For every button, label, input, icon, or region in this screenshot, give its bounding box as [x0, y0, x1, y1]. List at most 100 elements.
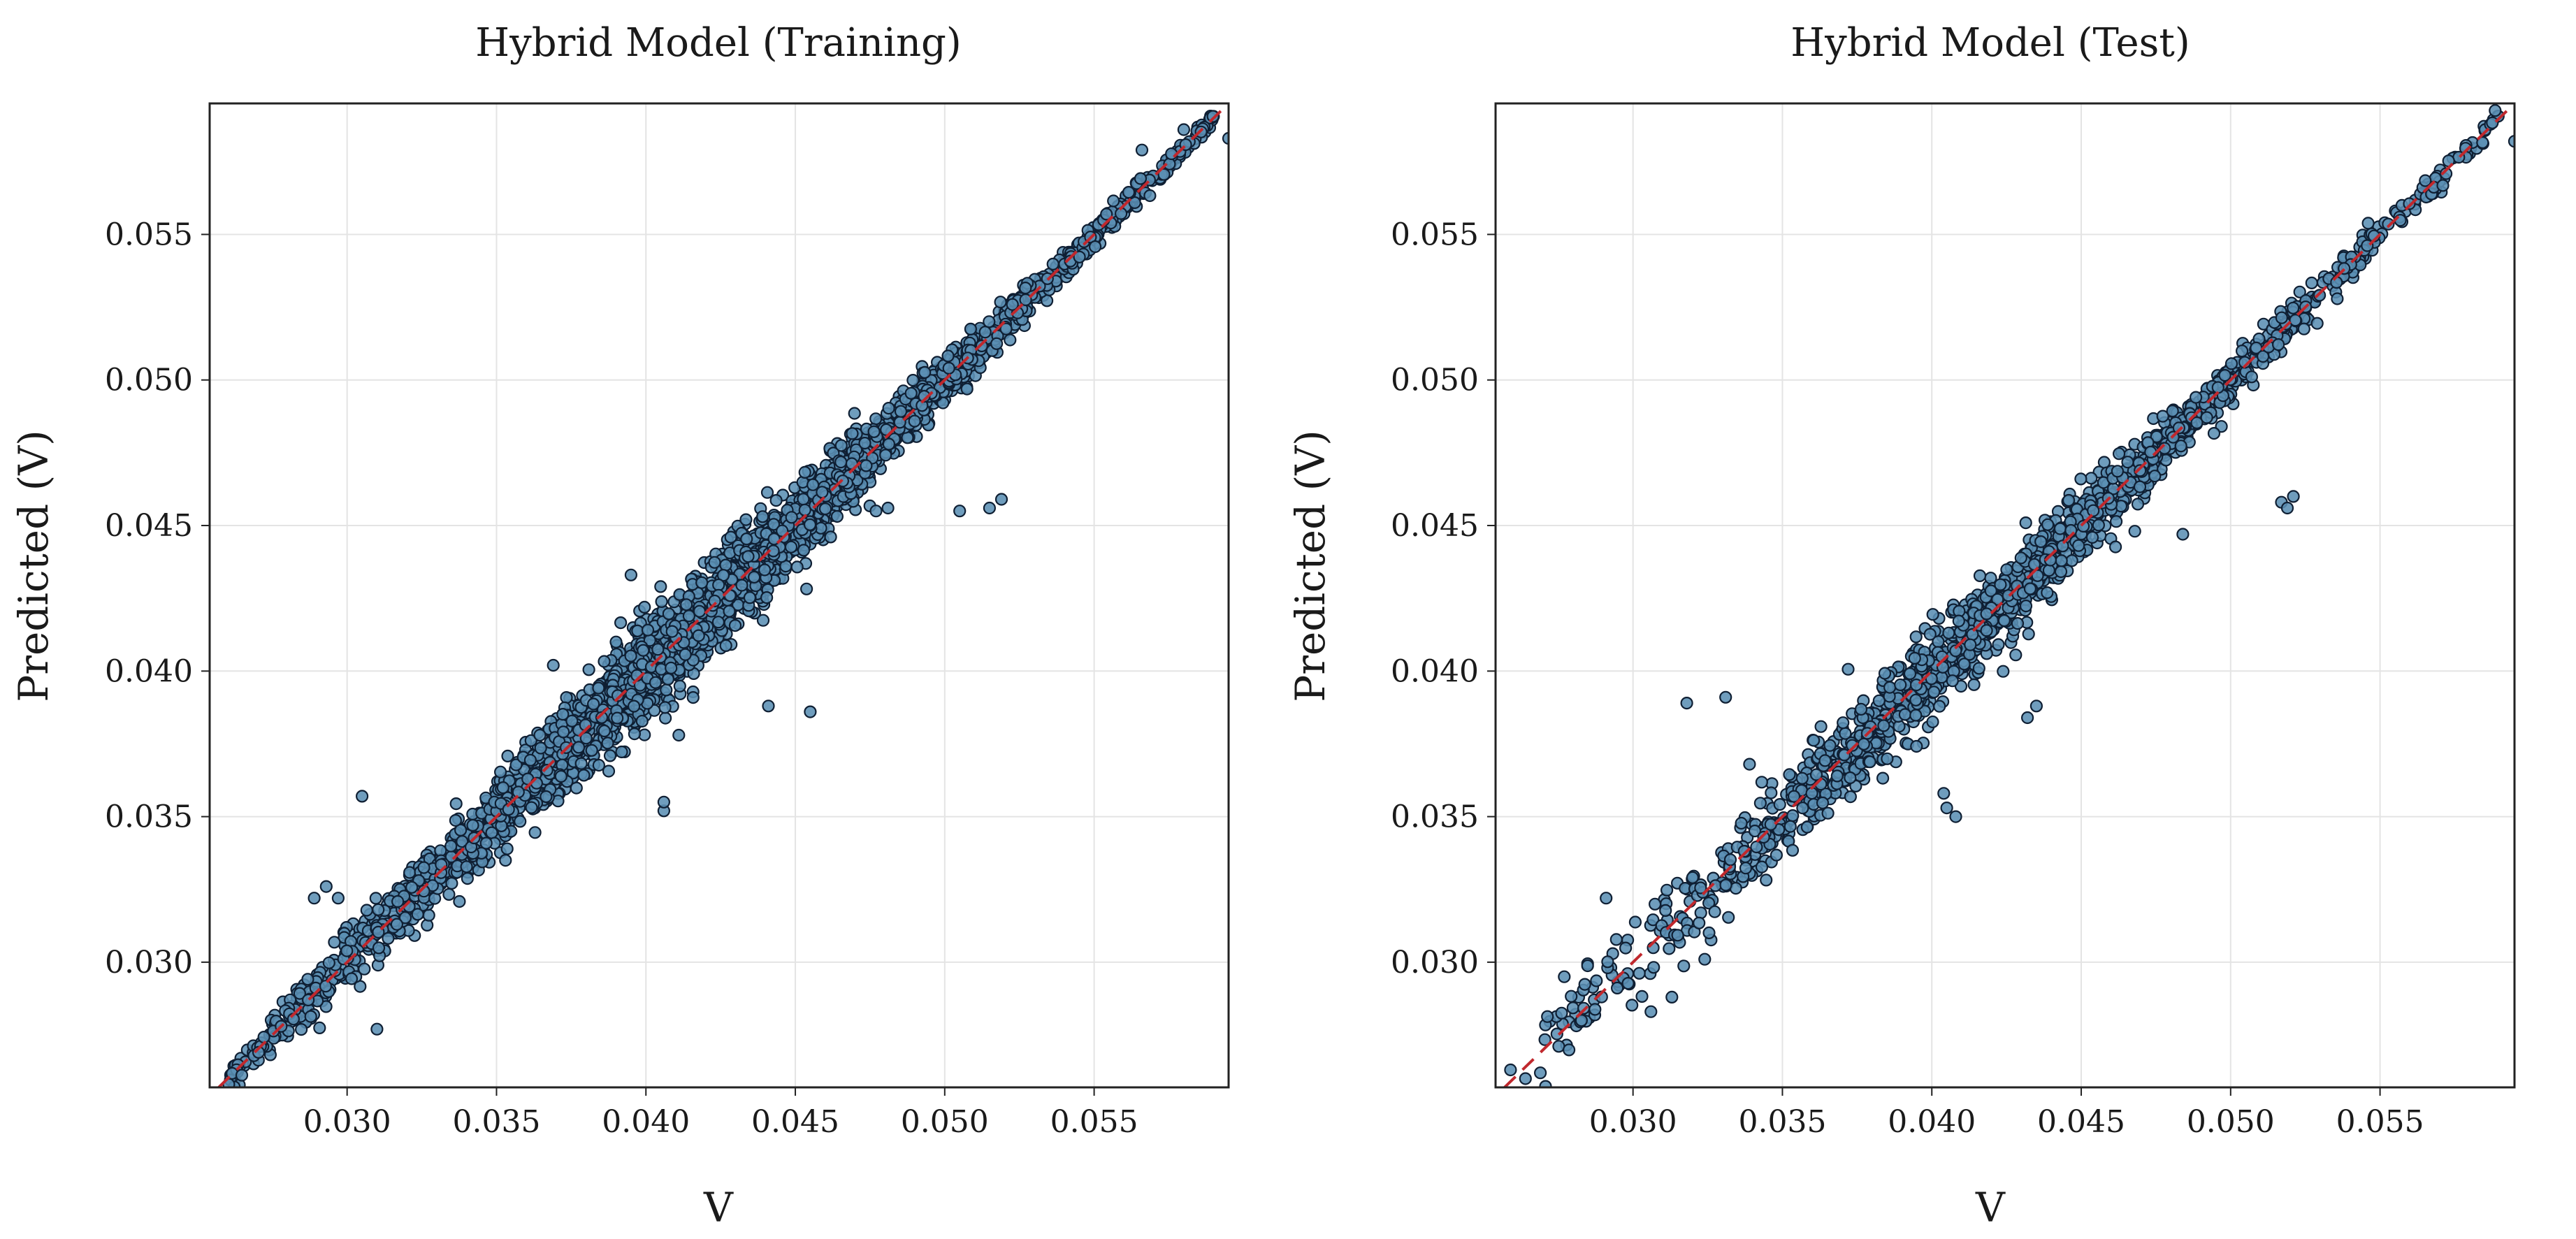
test-point — [2476, 136, 2489, 149]
training-point — [785, 511, 798, 524]
test-point — [1770, 848, 1783, 862]
test-point — [1844, 771, 1857, 785]
test-point — [1686, 871, 1699, 884]
test-point — [2272, 338, 2285, 352]
test-point — [1881, 752, 1894, 765]
training-point — [595, 711, 609, 724]
test-point — [1898, 708, 1911, 721]
test-point — [1719, 878, 1732, 892]
test-point — [1693, 916, 1706, 929]
training-point — [665, 661, 678, 675]
training-outlier-point — [953, 505, 967, 518]
test-point — [2000, 563, 2013, 577]
training-outlier-point — [624, 568, 638, 581]
training-outlier-point — [983, 501, 997, 515]
training-outlier-point — [672, 728, 686, 742]
training-point — [628, 727, 642, 741]
test-outlier-point — [1949, 810, 1962, 823]
test-point — [1846, 739, 1859, 752]
training-point — [908, 414, 921, 428]
training-point — [304, 1010, 317, 1023]
test-point — [1563, 1043, 1576, 1057]
test-point — [2121, 456, 2134, 469]
test-point — [2014, 551, 2027, 565]
training-ticks: 0.030 0.035 0.040 0.045 0.050 0.0550.0300.035… — [105, 217, 1138, 1140]
test-point — [1816, 796, 1830, 810]
training-point — [512, 785, 525, 799]
test-point — [1649, 897, 1662, 911]
training-point — [1019, 293, 1032, 307]
test-point — [1857, 737, 1870, 751]
training-point — [442, 887, 456, 901]
test-point — [1973, 569, 1987, 583]
training-point — [654, 580, 667, 593]
training-y-axis-label: Predicted (V) — [10, 430, 57, 702]
training-reference-line — [217, 103, 1229, 1087]
test-point — [1786, 809, 1800, 823]
test-point — [1830, 769, 1844, 783]
training-point — [369, 892, 382, 905]
test-point — [1909, 709, 1923, 722]
test-point — [2287, 301, 2300, 314]
test-point — [1814, 720, 1828, 733]
training-point — [641, 623, 655, 637]
training-point — [301, 973, 314, 986]
test-y-tick-label: 0.055 — [1391, 217, 1479, 252]
training-point — [846, 427, 859, 440]
test-point — [1671, 929, 1684, 942]
test-point — [1926, 608, 1939, 621]
test-point — [1787, 790, 1801, 803]
training-point — [760, 486, 774, 499]
training-point — [382, 932, 395, 945]
test-point — [1952, 614, 1965, 628]
training-point — [524, 734, 537, 747]
training-point — [340, 944, 354, 957]
training-point — [1004, 333, 1017, 347]
training-point — [661, 672, 675, 686]
test-panel: Hybrid Model (Test) 0.030 0.035 0.040 0.045… — [1287, 20, 2516, 1231]
training-point — [999, 322, 1013, 335]
test-point — [1565, 990, 1578, 1003]
training-outlier-point — [1222, 131, 1229, 145]
test-ticks: 0.030 0.035 0.040 0.045 0.050 0.0550.0300.035… — [1391, 217, 2424, 1140]
training-outlier-point — [1135, 143, 1149, 157]
training-point — [319, 1000, 333, 1013]
test-point — [2077, 519, 2090, 533]
training-point — [417, 861, 430, 874]
training-point — [627, 700, 641, 713]
test-point — [2085, 530, 2099, 544]
training-point — [313, 1021, 326, 1035]
test-outlier-point — [2021, 711, 2034, 725]
test-point — [1589, 1003, 1602, 1016]
training-point — [673, 679, 686, 693]
training-point — [1122, 186, 1136, 199]
test-point — [1949, 644, 1962, 658]
training-point — [760, 590, 774, 604]
test-point — [2305, 276, 2318, 289]
training-point — [830, 509, 844, 523]
test-point — [1590, 974, 1603, 987]
test-point — [1796, 802, 1809, 815]
training-point — [319, 980, 333, 993]
test-point — [1708, 905, 1721, 918]
test-point — [2109, 540, 2122, 553]
test-point — [2087, 504, 2100, 517]
training-point — [1046, 257, 1059, 270]
training-y-tick-label: 0.030 — [105, 945, 193, 980]
training-point — [758, 563, 772, 577]
training-point — [824, 530, 837, 544]
test-point — [2289, 314, 2302, 327]
test-outlier-point — [1504, 1063, 1517, 1077]
test-point — [2190, 391, 2203, 404]
training-point — [554, 769, 567, 783]
test-point — [1773, 797, 1786, 811]
training-point — [631, 624, 644, 637]
training-point — [540, 790, 553, 804]
training-point — [1157, 168, 1171, 181]
test-point — [1647, 913, 1660, 927]
training-point — [496, 781, 509, 795]
test-outlier-point — [1940, 801, 1953, 815]
training-point — [723, 604, 736, 618]
test-point — [2293, 285, 2306, 298]
test-point — [2019, 516, 2032, 530]
